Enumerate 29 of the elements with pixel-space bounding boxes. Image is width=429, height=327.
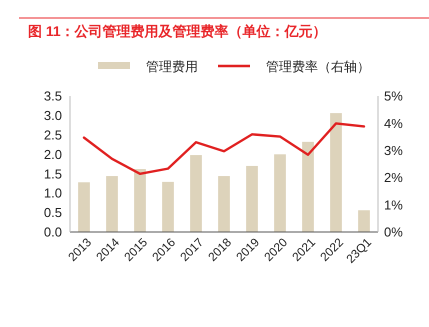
bar xyxy=(274,154,286,232)
bar xyxy=(134,169,146,232)
bar xyxy=(218,176,230,232)
y-tick-label: 3.0 xyxy=(44,108,62,123)
legend-label: 管理费率（右轴） xyxy=(266,59,370,74)
y2-tick-label: 4% xyxy=(384,116,404,131)
y2-tick-label: 1% xyxy=(384,197,404,212)
bar xyxy=(106,176,118,232)
bar xyxy=(246,166,258,232)
bar xyxy=(302,142,314,232)
y-tick-label: 1.0 xyxy=(44,186,62,201)
bar xyxy=(78,182,90,232)
y-tick-label: 2.0 xyxy=(44,146,62,162)
legend-label: 管理费用 xyxy=(146,59,198,74)
y2-tick-label: 0% xyxy=(384,224,404,240)
bar xyxy=(330,113,342,232)
chart-title: 图 11：公司管理费用及管理费率（单位：亿元） xyxy=(28,23,327,39)
y-tick-label: 2.5 xyxy=(44,127,62,142)
y-tick-label: 0.5 xyxy=(44,205,62,220)
y-tick-label: 1.5 xyxy=(44,166,62,182)
y2-tick-label: 3% xyxy=(384,142,404,158)
bar xyxy=(190,155,202,232)
y-tick-label: 0.0 xyxy=(44,224,62,240)
y2-tick-label: 2% xyxy=(384,170,404,186)
line-series xyxy=(82,122,366,175)
y-tick-label: 3.5 xyxy=(44,88,62,104)
bar xyxy=(162,182,174,232)
bar xyxy=(358,210,370,232)
y2-tick-label: 5% xyxy=(384,88,404,104)
